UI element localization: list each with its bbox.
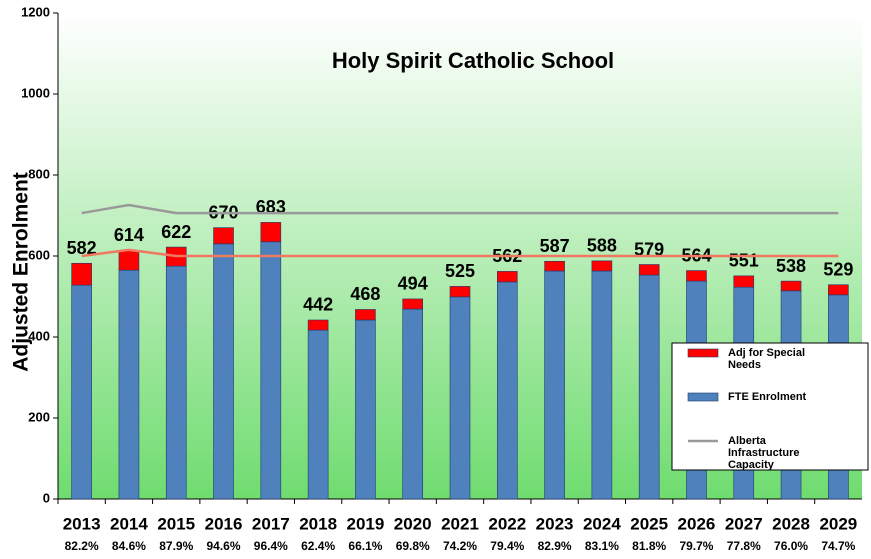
percent-label: 81.8% <box>632 539 666 553</box>
legend-swatch <box>687 392 719 402</box>
bar-segment <box>402 298 424 310</box>
x-tick-label: 2029 <box>819 514 857 533</box>
bar-segment <box>780 280 802 292</box>
y-tick-label: 0 <box>43 490 50 505</box>
total-label: 442 <box>303 295 333 315</box>
percent-label: 77.8% <box>727 539 761 553</box>
percent-label: 82.9% <box>538 539 572 553</box>
x-tick-label: 2022 <box>488 514 526 533</box>
legend-box <box>671 342 869 471</box>
x-tick-label: 2013 <box>63 514 101 533</box>
bar-segment <box>260 222 282 243</box>
line-series <box>81 203 839 215</box>
total-label: 622 <box>161 222 191 242</box>
x-tick-label: 2020 <box>394 514 432 533</box>
x-tick-label: 2015 <box>157 514 195 533</box>
percent-label: 87.9% <box>159 539 193 553</box>
x-tick-label: 2018 <box>299 514 337 533</box>
percent-label: 74.2% <box>443 539 477 553</box>
percent-label: 74.7% <box>821 539 855 553</box>
total-label: 538 <box>776 256 806 276</box>
x-tick-label: 2028 <box>772 514 810 533</box>
legend-label: Adj for Special Needs <box>728 347 805 371</box>
y-axis-label: Adjusted Enrolment <box>10 172 33 372</box>
percent-label: 66.1% <box>348 539 382 553</box>
total-label: 587 <box>540 236 570 256</box>
line-series <box>81 248 839 258</box>
x-tick-label: 2025 <box>630 514 668 533</box>
total-label: 551 <box>729 251 759 271</box>
bar-segment <box>118 250 140 271</box>
total-label: 468 <box>350 284 380 304</box>
bar-segment <box>165 265 187 500</box>
percent-label: 76.0% <box>774 539 808 553</box>
bar-segment <box>686 270 707 282</box>
bar-segment <box>355 309 376 321</box>
y-tick-label: 600 <box>28 247 50 262</box>
total-label: 525 <box>445 261 475 281</box>
percent-label: 96.4% <box>254 539 288 553</box>
total-label: 614 <box>114 225 144 245</box>
bar-segment <box>402 308 424 500</box>
bar-segment <box>213 227 234 245</box>
bar-segment <box>638 264 660 276</box>
x-tick-label: 2021 <box>441 514 479 533</box>
y-tick-label: 1200 <box>21 4 50 19</box>
bar-segment <box>733 275 755 288</box>
bar-segment <box>355 319 376 500</box>
x-tick-label: 2024 <box>583 514 621 533</box>
bar-segment <box>544 270 565 500</box>
bar-segment <box>449 296 471 500</box>
percent-label: 79.4% <box>490 539 524 553</box>
percent-label: 69.8% <box>396 539 430 553</box>
percent-label: 83.1% <box>585 539 619 553</box>
bar-segment <box>496 281 518 500</box>
legend-label: FTE Enrolment <box>728 391 807 403</box>
x-tick-label: 2016 <box>205 514 243 533</box>
bar-segment <box>71 262 92 286</box>
total-label: 588 <box>587 236 617 256</box>
bar-segment <box>449 286 471 298</box>
y-tick-label: 200 <box>28 409 50 424</box>
percent-label: 84.6% <box>112 539 146 553</box>
legend-swatch <box>687 348 719 358</box>
bar-segment <box>591 270 613 500</box>
total-label: 579 <box>634 239 664 259</box>
bar-segment <box>307 319 329 331</box>
bar-segment <box>638 274 660 500</box>
total-label: 494 <box>398 274 428 294</box>
bar-segment <box>828 284 849 296</box>
x-tick-label: 2023 <box>536 514 574 533</box>
y-tick-label: 1000 <box>21 85 50 100</box>
chart-title: Holy Spirit Catholic School <box>332 48 614 73</box>
bar-segment <box>118 269 140 500</box>
percent-label: 79.7% <box>679 539 713 553</box>
percent-label: 94.6% <box>207 539 241 553</box>
total-label: 529 <box>823 260 853 280</box>
bar-segment <box>213 243 234 500</box>
bar-segment <box>307 329 329 500</box>
bar-segment <box>260 241 282 500</box>
y-tick-label: 400 <box>28 328 50 343</box>
total-label: 582 <box>67 238 97 258</box>
bar-segment <box>496 271 518 283</box>
x-tick-label: 2014 <box>110 514 148 533</box>
bar-segment <box>591 260 613 272</box>
bar-segment <box>544 260 565 272</box>
x-tick-label: 2026 <box>678 514 716 533</box>
x-tick-label: 2027 <box>725 514 763 533</box>
x-tick-label: 2017 <box>252 514 290 533</box>
bar-segment <box>71 284 92 500</box>
percent-label: 62.4% <box>301 539 335 553</box>
legend-label: Alberta Infrastructure Capacity <box>728 435 800 471</box>
x-tick-label: 2019 <box>346 514 384 533</box>
percent-label: 82.2% <box>65 539 99 553</box>
y-tick-label: 800 <box>28 166 50 181</box>
